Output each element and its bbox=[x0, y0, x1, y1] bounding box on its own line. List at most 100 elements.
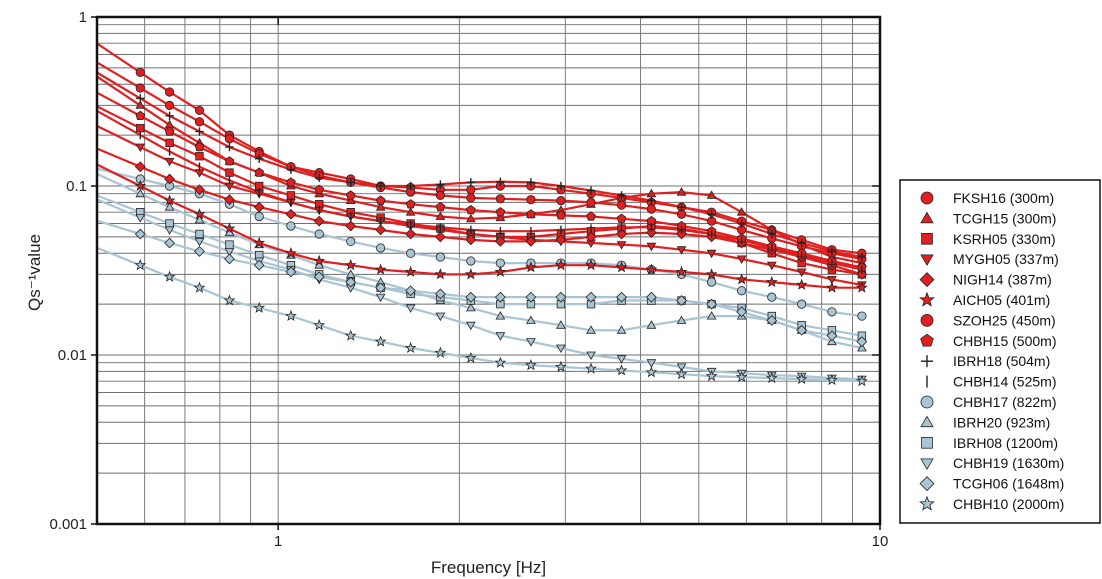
data-point bbox=[194, 117, 205, 127]
legend-marker bbox=[919, 476, 935, 492]
data-point bbox=[495, 207, 506, 217]
data-point bbox=[526, 195, 536, 205]
data-point bbox=[464, 268, 477, 280]
legend-label: IBRH20 (923m) bbox=[953, 414, 1050, 430]
data-point bbox=[164, 126, 175, 136]
data-point bbox=[194, 184, 205, 196]
data-point bbox=[315, 173, 324, 182]
data-point bbox=[313, 271, 325, 283]
data-point bbox=[826, 281, 838, 293]
series-line bbox=[96, 194, 863, 337]
data-point bbox=[556, 181, 566, 191]
data-point bbox=[313, 319, 326, 331]
legend-label: CHBH17 (822m) bbox=[953, 394, 1056, 410]
data-point bbox=[314, 229, 324, 239]
data-point bbox=[135, 100, 146, 109]
data-point bbox=[194, 237, 205, 247]
data-point bbox=[706, 298, 717, 310]
data-point bbox=[736, 207, 747, 216]
data-point bbox=[254, 211, 264, 222]
data-point bbox=[286, 221, 296, 231]
data-point bbox=[675, 265, 688, 277]
data-point bbox=[675, 367, 688, 380]
data-point bbox=[164, 87, 175, 97]
data-point bbox=[586, 186, 596, 195]
legend-marker bbox=[920, 458, 934, 470]
grid bbox=[96, 16, 881, 525]
series-line bbox=[96, 91, 863, 269]
series-line bbox=[96, 42, 863, 255]
data-point bbox=[194, 214, 205, 224]
data-point bbox=[646, 204, 656, 214]
data-point bbox=[767, 292, 777, 302]
data-point bbox=[195, 229, 204, 239]
data-point bbox=[856, 281, 868, 293]
legend-marker bbox=[919, 272, 935, 288]
legend-label: FKSH16 (300m) bbox=[953, 190, 1054, 206]
legend-label: TCGH15 (300m) bbox=[953, 210, 1056, 226]
legend-label: CHBH14 (525m) bbox=[953, 374, 1056, 390]
data-point bbox=[796, 268, 807, 278]
data-point bbox=[375, 293, 386, 303]
data-point bbox=[136, 94, 145, 103]
legend-label: NIGH14 (387m) bbox=[953, 272, 1052, 288]
data-point bbox=[766, 315, 778, 326]
legend-label: IBRH08 (1200m) bbox=[953, 435, 1058, 451]
data-point bbox=[466, 321, 476, 331]
data-point bbox=[223, 294, 236, 306]
y-axis-title: Qs⁻¹value bbox=[25, 234, 44, 311]
data-point bbox=[616, 291, 627, 303]
data-point bbox=[555, 360, 567, 372]
data-point bbox=[376, 181, 385, 191]
data-point bbox=[827, 307, 837, 317]
data-point bbox=[225, 168, 234, 177]
data-point bbox=[465, 205, 476, 215]
legend-marker bbox=[921, 436, 933, 449]
data-point bbox=[224, 194, 235, 206]
data-point bbox=[314, 184, 325, 194]
data-point bbox=[406, 248, 416, 258]
legend-marker bbox=[919, 291, 935, 307]
data-point bbox=[466, 193, 476, 203]
series-line bbox=[96, 105, 863, 276]
data-point bbox=[344, 258, 357, 271]
data-point bbox=[345, 190, 356, 200]
data-point bbox=[135, 67, 145, 78]
data-point bbox=[827, 275, 837, 285]
data-point bbox=[164, 202, 175, 211]
legend-label: AICH05 (401m) bbox=[953, 292, 1050, 308]
data-point bbox=[164, 226, 175, 235]
data-point bbox=[525, 236, 537, 247]
data-point bbox=[224, 253, 235, 265]
data-point bbox=[494, 356, 507, 368]
data-point bbox=[223, 222, 236, 234]
data-point bbox=[376, 243, 386, 253]
data-point bbox=[135, 143, 146, 153]
legend-marker bbox=[920, 254, 934, 266]
data-point bbox=[374, 263, 387, 275]
data-point bbox=[646, 359, 657, 368]
data-point bbox=[856, 268, 868, 280]
plot-frame bbox=[95, 15, 882, 526]
data-point bbox=[766, 261, 777, 271]
legend-box bbox=[899, 179, 1101, 524]
legend-marker bbox=[920, 313, 934, 327]
data-point bbox=[255, 154, 264, 163]
data-point bbox=[135, 214, 146, 223]
y-tick-label: 0.001 bbox=[49, 516, 87, 533]
data-point bbox=[345, 276, 357, 288]
data-point bbox=[676, 209, 687, 219]
data-point bbox=[707, 210, 716, 219]
legend-label: CHBH19 (1630m) bbox=[953, 455, 1064, 471]
data-point bbox=[284, 247, 297, 259]
data-point bbox=[495, 194, 505, 204]
y-tick-label: 1 bbox=[79, 9, 87, 26]
data-point bbox=[856, 336, 868, 347]
data-point bbox=[647, 196, 656, 205]
data-point bbox=[224, 156, 235, 166]
data-point bbox=[405, 285, 417, 297]
data-point bbox=[193, 281, 206, 293]
data-point bbox=[585, 362, 597, 374]
data-point bbox=[797, 238, 806, 248]
